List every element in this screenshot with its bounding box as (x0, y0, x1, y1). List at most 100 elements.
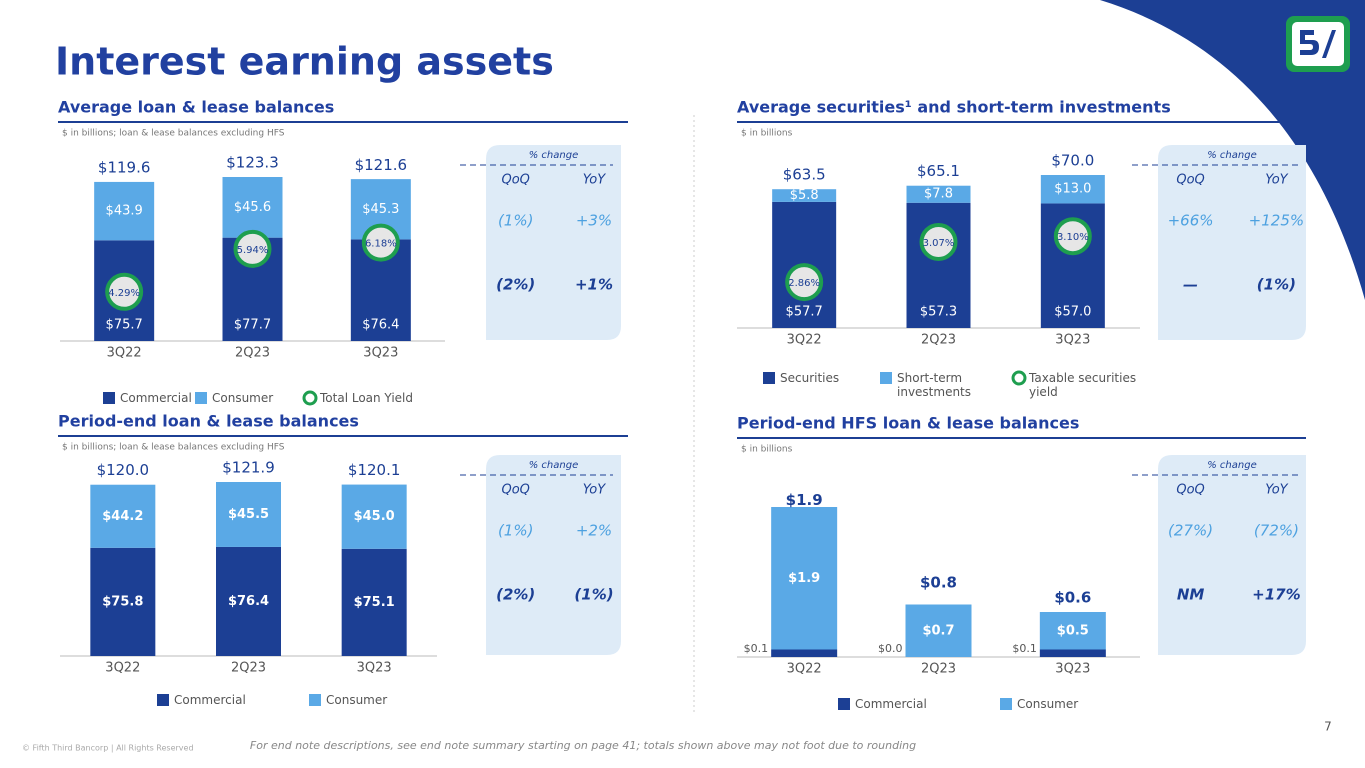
bar-segment (906, 185, 971, 203)
bar-segment (771, 507, 838, 650)
value-label: $76.4 (228, 594, 269, 609)
bar-segment (90, 547, 156, 656)
change-value: (1%) (498, 522, 534, 540)
section-title: Period-end HFS loan & lease balances (737, 414, 1079, 433)
page-title: Interest earning assets (55, 40, 554, 84)
yield-marker (233, 229, 272, 268)
legend-swatch (1000, 698, 1012, 710)
x-tick-label: 2Q23 (921, 333, 956, 348)
value-label: $45.3 (362, 202, 399, 217)
bar-segment (905, 604, 972, 657)
yield-label: 4.29% (108, 288, 140, 299)
x-tick-label: 3Q22 (787, 662, 822, 677)
x-tick-label: 2Q23 (235, 346, 270, 361)
change-value: (2%) (496, 276, 535, 294)
legend-label: Securities (780, 371, 840, 385)
change-column: YoY (583, 483, 606, 498)
yield-label: 2.86% (788, 278, 820, 289)
value-label: $76.4 (362, 318, 399, 333)
change-box (1158, 455, 1306, 655)
legend-swatch (302, 390, 318, 406)
bar-segment (94, 181, 155, 241)
change-value: (72%) (1254, 522, 1299, 540)
total-label: $121.9 (222, 459, 275, 477)
section-title: Period-end loan & lease balances (58, 412, 359, 431)
change-value: +125% (1249, 212, 1304, 230)
change-value: (1%) (498, 212, 534, 230)
bar-segment (216, 546, 281, 656)
change-value: (1%) (1257, 276, 1296, 294)
change-column: QoQ (501, 173, 529, 188)
legend-swatch (838, 698, 850, 710)
legend-swatch (195, 392, 207, 404)
section-subtitle: $ in billions (741, 129, 793, 139)
change-column: QoQ (1176, 483, 1204, 498)
value-label: $75.8 (102, 594, 143, 609)
change-value: — (1183, 276, 1198, 294)
value-label: $75.1 (354, 595, 395, 610)
total-label: $121.6 (355, 156, 408, 174)
x-tick-label: 3Q23 (1055, 333, 1090, 348)
yield-marker (105, 272, 144, 311)
yield-marker (919, 222, 958, 261)
section-subtitle: $ in billions; loan & lease balances exc… (62, 443, 285, 453)
legend-label: Commercial (855, 697, 927, 711)
section-subtitle: $ in billions; loan & lease balances exc… (62, 129, 285, 139)
change-value: (1%) (574, 586, 613, 604)
x-tick-label: 2Q23 (921, 662, 956, 677)
value-label: $77.7 (234, 318, 271, 333)
yield-label: 5.94% (237, 245, 269, 256)
legend-label: Consumer (212, 391, 274, 405)
value-label: $1.9 (788, 571, 820, 586)
value-label: $0.0 (878, 642, 903, 655)
change-value: (2%) (496, 586, 535, 604)
logo-mark (1300, 30, 1336, 58)
value-label: $57.7 (786, 305, 823, 320)
bar-segment (1039, 649, 1106, 657)
value-label: $13.0 (1054, 182, 1091, 197)
section-title: Average securities¹ and short-term inves… (737, 98, 1171, 117)
total-label: $0.6 (1054, 589, 1091, 607)
value-label: $43.9 (106, 204, 143, 219)
yield-marker (361, 223, 400, 262)
bar-segment (341, 548, 407, 656)
x-tick-label: 3Q23 (363, 346, 398, 361)
change-value: +3% (576, 212, 612, 230)
total-label: $65.1 (917, 162, 960, 180)
value-label: $0.1 (1012, 642, 1037, 655)
legend-swatch (880, 372, 892, 384)
bar-segment (222, 177, 283, 238)
change-column: YoY (1265, 173, 1288, 188)
yield-label: 6.18% (365, 239, 397, 250)
change-label: % change (1207, 150, 1256, 161)
page-number: 7 (1324, 720, 1332, 734)
corner-decoration (1100, 0, 1365, 300)
legend-label: Taxable securities yield (1029, 371, 1137, 399)
change-box (486, 455, 621, 655)
value-label: $45.5 (228, 507, 269, 522)
value-label: $57.0 (1054, 305, 1091, 320)
value-label: $45.0 (354, 509, 395, 524)
total-label: $0.8 (920, 574, 957, 592)
copyright: © Fifth Third Bancorp | All Rights Reser… (22, 744, 194, 753)
x-tick-label: 3Q23 (1055, 662, 1090, 677)
bar-segment (1039, 612, 1106, 650)
value-label: $0.1 (744, 642, 769, 655)
bar-segment (90, 484, 156, 548)
x-tick-label: 3Q22 (105, 661, 140, 676)
bar-segment (216, 482, 281, 547)
legend-swatch (763, 372, 775, 384)
value-label: $7.8 (924, 187, 953, 202)
change-value: +1% (575, 276, 613, 294)
change-value: (27%) (1168, 522, 1213, 540)
change-column: YoY (1265, 483, 1288, 498)
total-label: $70.0 (1051, 152, 1094, 170)
change-label: % change (529, 150, 578, 161)
legend-label: Commercial (174, 693, 246, 707)
total-label: $119.6 (98, 158, 151, 176)
bar-segment (341, 484, 407, 549)
value-label: $45.6 (234, 200, 271, 215)
x-tick-label: 2Q23 (231, 661, 266, 676)
